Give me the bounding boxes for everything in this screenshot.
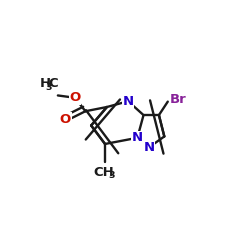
Text: N: N: [122, 95, 134, 108]
Text: N: N: [132, 131, 143, 144]
Text: Br: Br: [170, 93, 186, 106]
Text: 3: 3: [108, 171, 115, 180]
Text: 3: 3: [46, 83, 52, 92]
Text: N: N: [143, 141, 154, 154]
Text: H: H: [40, 78, 50, 90]
Text: O: O: [69, 91, 80, 104]
Text: CH: CH: [93, 166, 114, 178]
Text: O: O: [60, 113, 71, 126]
Text: C: C: [48, 78, 58, 90]
